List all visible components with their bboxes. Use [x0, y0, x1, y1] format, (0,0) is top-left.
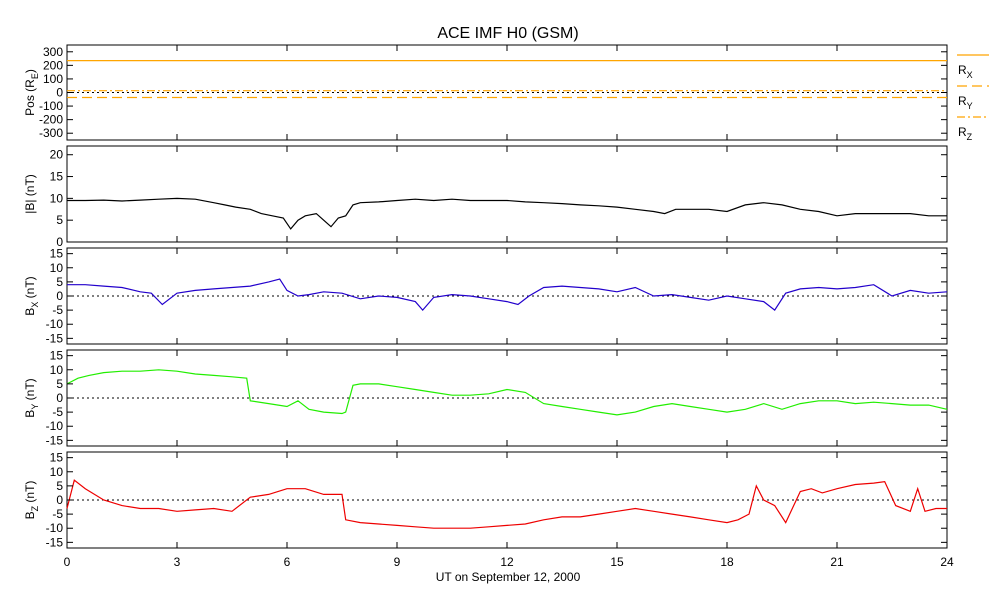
x-tick-label: 9 [394, 555, 401, 569]
panel-frame-btotal [66, 145, 948, 243]
y-tick-label-pos: 0 [56, 86, 63, 100]
y-tick-label-by: 10 [50, 363, 64, 377]
y-tick-label-bz: 15 [50, 451, 64, 465]
y-tick-label-by: -10 [46, 419, 64, 433]
x-tick-label: 18 [720, 555, 734, 569]
y-tick-label-bz: -15 [46, 535, 64, 549]
y-tick-label-bz: 5 [56, 479, 63, 493]
y-tick-label-bx: 0 [56, 289, 63, 303]
y-tick-label-by: 15 [50, 349, 64, 363]
y-tick-label-pos: 100 [43, 72, 63, 86]
x-tick-label: 12 [500, 555, 514, 569]
x-tick-label: 0 [64, 555, 71, 569]
y-tick-label-bz: -5 [52, 507, 63, 521]
series-line-by-by [66, 369, 948, 416]
y-axis-label-by: BY (nT) [23, 378, 40, 417]
y-axis-label-bx: BX (nT) [23, 276, 40, 315]
x-tick-label: 21 [830, 555, 844, 569]
y-axis-label-btotal: |B| (nT) [23, 174, 37, 214]
x-axis-label: UT on September 12, 2000 [436, 570, 581, 584]
legend-label-rz: RZ [958, 125, 973, 142]
y-axis-label-bz: BZ (nT) [23, 481, 40, 520]
x-tick-label: 24 [940, 555, 954, 569]
y-tick-label-btotal: 5 [56, 213, 63, 227]
series-line-bz-bz [66, 479, 947, 529]
y-tick-label-by: -5 [52, 405, 63, 419]
series-line-btotal-b [67, 197, 947, 230]
y-tick-label-bx: -15 [46, 331, 64, 345]
y-tick-label-bz: -10 [46, 521, 64, 535]
y-tick-label-bx: 5 [56, 275, 63, 289]
y-tick-label-bz: 0 [56, 493, 63, 507]
y-tick-label-btotal: 10 [50, 191, 64, 205]
y-tick-label-bx: -10 [46, 317, 64, 331]
x-tick-label: 15 [610, 555, 624, 569]
y-tick-label-by: -15 [46, 433, 64, 447]
series-line-bx-bx [67, 278, 948, 312]
y-tick-label-bx: 10 [50, 261, 64, 275]
y-tick-label-pos: 200 [43, 58, 63, 72]
y-tick-label-bz: 10 [50, 465, 64, 479]
legend-label-rx: RX [958, 63, 973, 80]
y-tick-label-by: 5 [56, 377, 63, 391]
x-tick-label: 6 [284, 555, 291, 569]
y-tick-label-btotal: 0 [56, 235, 63, 249]
y-tick-label-btotal: 20 [50, 148, 64, 162]
y-tick-label-by: 0 [56, 391, 63, 405]
legend-label-ry: RY [958, 94, 973, 111]
y-tick-label-pos: -200 [39, 113, 63, 127]
y-tick-label-pos: -300 [39, 126, 63, 140]
y-tick-label-bx: -5 [52, 303, 63, 317]
chart-title: ACE IMF H0 (GSM) [437, 25, 578, 42]
x-tick-label: 3 [174, 555, 181, 569]
y-axis-label-pos: Pos (RE) [23, 69, 40, 116]
y-tick-label-btotal: 15 [50, 170, 64, 184]
y-tick-label-pos: -100 [39, 99, 63, 113]
y-tick-label-pos: 300 [43, 45, 63, 59]
y-tick-label-bx: 15 [50, 247, 64, 261]
